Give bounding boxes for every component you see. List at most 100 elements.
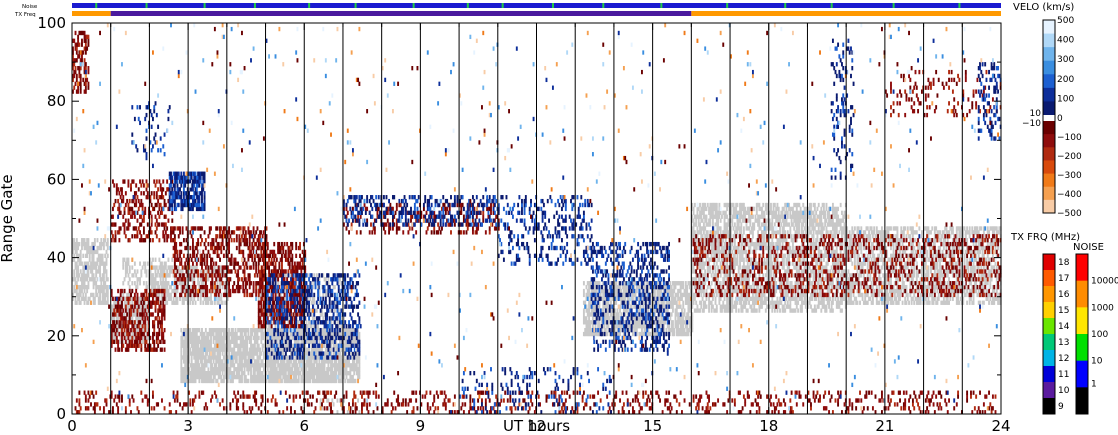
- data-cell: [252, 351, 255, 356]
- data-cell: [717, 265, 720, 270]
- data-cell: [100, 253, 103, 258]
- data-cell: [604, 320, 607, 325]
- data-cell: [117, 312, 120, 317]
- data-cell: [588, 327, 590, 333]
- data-cell: [86, 249, 89, 255]
- data-cell: [73, 269, 76, 274]
- data-cell: [161, 296, 163, 302]
- data-cell: [293, 347, 296, 352]
- data-cell: [215, 355, 218, 360]
- data-cell: [282, 359, 285, 364]
- data-cell: [702, 292, 705, 298]
- data-cell: [235, 374, 238, 380]
- data-cell: [750, 257, 753, 262]
- data-cell: [273, 304, 276, 309]
- data-cell: [349, 327, 352, 333]
- data-cell: [190, 331, 193, 337]
- data-cell: [255, 335, 258, 341]
- data-cell: [194, 327, 197, 333]
- data-cell: [306, 351, 309, 356]
- data-cell: [323, 277, 326, 282]
- data-cell: [619, 331, 621, 337]
- data-cell: [185, 378, 188, 384]
- data-cell: [173, 269, 176, 274]
- data-cell: [194, 300, 197, 305]
- data-cell: [216, 331, 219, 337]
- data-cell: [739, 218, 741, 223]
- data-cell: [163, 284, 166, 290]
- data-cell: [265, 273, 268, 278]
- data-cell: [199, 347, 202, 352]
- data-cell: [90, 292, 92, 298]
- data-cell: [339, 296, 341, 302]
- data-cell: [207, 339, 210, 345]
- data-cell: [261, 374, 264, 380]
- data-cell: [247, 335, 250, 341]
- data-cell: [241, 343, 243, 348]
- data-cell: [758, 218, 761, 223]
- data-cell: [342, 316, 345, 321]
- data-cell: [92, 241, 95, 247]
- noise-bar-marker: [602, 3, 605, 8]
- data-cell: [266, 367, 269, 372]
- data-cell: [78, 241, 81, 247]
- data-cell: [336, 363, 339, 368]
- noise-bar-marker: [726, 3, 729, 8]
- data-cell: [95, 288, 98, 294]
- data-cell: [188, 277, 191, 282]
- data-cell: [105, 269, 108, 274]
- data-cell: [114, 308, 117, 313]
- data-cell: [170, 269, 172, 274]
- data-cell: [208, 327, 211, 333]
- data-cell: [224, 343, 227, 348]
- data-cell: [744, 206, 747, 212]
- data-cell: [337, 331, 340, 337]
- data-cell: [97, 265, 100, 270]
- data-cell: [290, 347, 292, 352]
- data-cell: [112, 308, 114, 313]
- data-cell: [735, 206, 738, 212]
- data-cell: [726, 253, 729, 258]
- data-cell: [310, 363, 313, 368]
- data-cell: [317, 327, 320, 333]
- data-cell: [719, 261, 722, 266]
- data-cell: [194, 335, 197, 341]
- data-cell: [755, 245, 758, 251]
- data-cell: [238, 335, 241, 341]
- data-cell: [282, 363, 285, 368]
- data-cell: [296, 339, 299, 345]
- data-cell: [105, 241, 108, 247]
- data-cell: [259, 292, 261, 298]
- data-cell: [74, 245, 77, 251]
- data-cell: [211, 331, 214, 337]
- data-cell: [184, 347, 187, 352]
- data-cell: [301, 339, 304, 345]
- data-cell: [100, 257, 103, 262]
- data-cell: [344, 363, 347, 368]
- data-cell: [253, 331, 256, 337]
- data-cell: [330, 320, 332, 325]
- data-cell: [122, 312, 125, 317]
- data-cell: [301, 370, 304, 376]
- data-cell: [181, 281, 184, 286]
- data-cell: [198, 363, 201, 368]
- data-cell: [188, 269, 191, 274]
- data-cell: [193, 370, 196, 376]
- data-cell: [212, 281, 215, 286]
- data-cell: [155, 265, 158, 270]
- data-cell: [281, 378, 283, 384]
- data-cell: [194, 370, 197, 376]
- data-cell: [201, 292, 203, 298]
- data-cell: [604, 304, 607, 309]
- data-cell: [224, 359, 227, 364]
- data-cell: [288, 335, 291, 341]
- data-cell: [345, 363, 348, 368]
- data-cell: [339, 331, 341, 337]
- data-cell: [297, 320, 300, 325]
- data-cell: [274, 335, 277, 341]
- data-cell: [311, 296, 314, 302]
- data-cell: [106, 288, 109, 294]
- data-cell: [608, 320, 611, 325]
- data-cell: [131, 331, 134, 337]
- data-cell: [353, 363, 356, 368]
